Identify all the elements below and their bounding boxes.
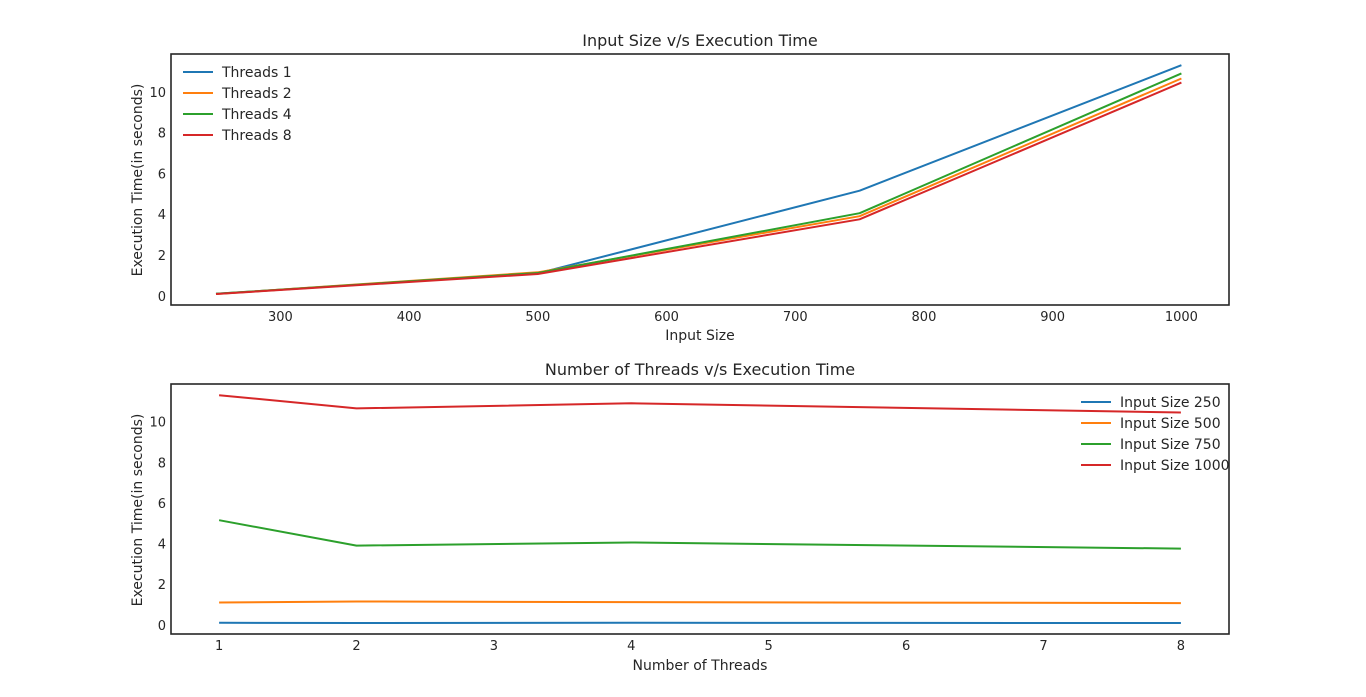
series-line: [215, 77, 1182, 295]
y-tick-label: 0: [158, 619, 166, 634]
legend-entry: Input Size 1000: [1120, 458, 1230, 474]
legend-entry: Threads 4: [221, 107, 292, 123]
series-line: [215, 81, 1182, 295]
plot-frame: [170, 53, 1230, 306]
legend-entry: Threads 8: [221, 128, 292, 144]
y-axis-label: Execution Time(in seconds): [130, 84, 146, 277]
legend: Threads 1 Threads 2 Threads 4 Threads 8: [183, 65, 292, 144]
series-lines: [215, 64, 1182, 295]
chart-title: Number of Threads v/s Execution Time: [545, 360, 855, 379]
x-tick-label: 3: [490, 639, 498, 654]
y-tick-label: 0: [158, 290, 166, 305]
chart-title: Input Size v/s Execution Time: [582, 31, 817, 50]
x-axis-label: Number of Threads: [633, 658, 768, 674]
y-tick-label: 10: [149, 86, 166, 101]
y-tick-label: 6: [158, 167, 166, 182]
y-axis-label: Execution Time(in seconds): [130, 414, 146, 607]
x-tick-label: 1000: [1165, 310, 1198, 325]
x-tick-label: 7: [1039, 639, 1047, 654]
y-tick-label: 4: [158, 538, 166, 553]
x-tick-label: 1: [215, 639, 223, 654]
legend-entry: Threads 1: [221, 65, 292, 81]
chart-input-size: Input Size v/s Execution Time 300 400 500 6…: [130, 31, 1230, 344]
y-ticks: 0 2 4 6 8 10: [149, 416, 166, 634]
x-tick-label: 500: [525, 310, 550, 325]
x-tick-label: 800: [912, 310, 937, 325]
series-line: [215, 64, 1182, 295]
legend-entry: Input Size 750: [1120, 437, 1221, 453]
x-tick-label: 2: [352, 639, 360, 654]
y-ticks: 0 2 4 6 8 10: [149, 86, 166, 305]
x-tick-label: 400: [397, 310, 422, 325]
y-tick-label: 4: [158, 208, 166, 223]
x-ticks: 1 2 3 4 5 6 7 8: [215, 639, 1185, 654]
y-tick-label: 8: [158, 127, 166, 142]
y-tick-label: 2: [158, 249, 166, 264]
series-line: [218, 519, 1181, 550]
y-tick-label: 10: [149, 416, 166, 431]
x-axis-label: Input Size: [665, 328, 734, 344]
legend: Input Size 250 Input Size 500 Input Size 7…: [1081, 395, 1230, 474]
x-tick-label: 300: [268, 310, 293, 325]
legend-entry: Input Size 500: [1120, 416, 1221, 432]
y-tick-label: 8: [158, 456, 166, 471]
x-tick-label: 8: [1177, 639, 1185, 654]
chart-threads: Number of Threads v/s Execution Time 1 2 3…: [130, 360, 1230, 674]
y-tick-label: 2: [158, 578, 166, 593]
x-tick-label: 6: [902, 639, 910, 654]
x-tick-label: 600: [654, 310, 679, 325]
legend-entry: Threads 2: [221, 86, 292, 102]
x-tick-label: 700: [783, 310, 808, 325]
series-line: [219, 600, 1181, 605]
x-tick-label: 900: [1040, 310, 1065, 325]
x-ticks: 300 400 500 600 700 800 900 1000: [268, 310, 1198, 325]
x-tick-label: 4: [627, 639, 635, 654]
series-line: [219, 394, 1181, 414]
plot-frame: [170, 383, 1230, 635]
series-lines: [218, 394, 1181, 624]
x-tick-label: 5: [765, 639, 773, 654]
series-line: [215, 72, 1182, 295]
legend-entry: Input Size 250: [1120, 395, 1221, 411]
y-tick-label: 6: [158, 497, 166, 512]
